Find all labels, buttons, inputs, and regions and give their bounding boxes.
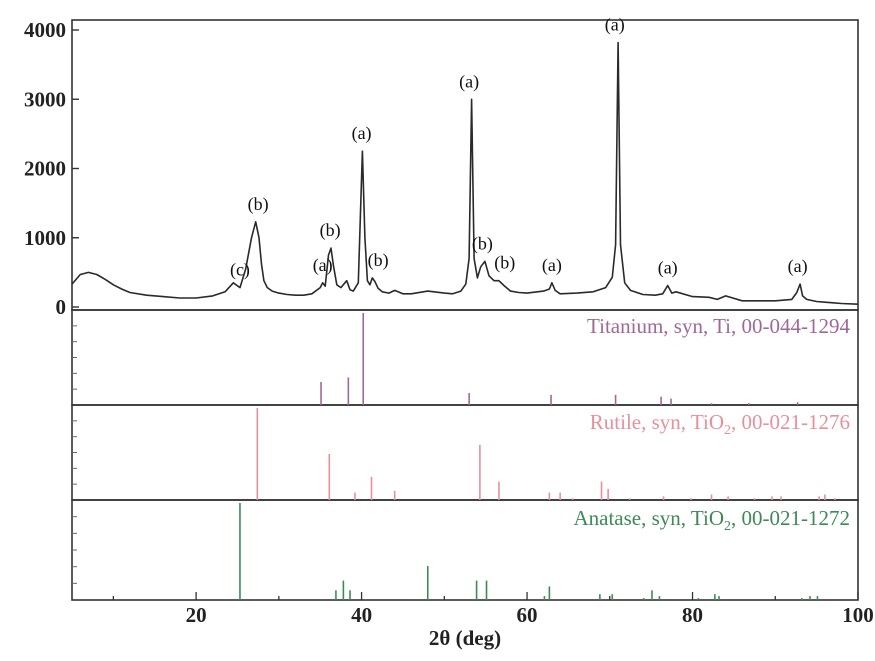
y-tick-label: 3000 (24, 87, 66, 111)
y-tick-label: 4000 (24, 18, 66, 42)
peak-label: (b) (248, 194, 269, 215)
peak-label: (c) (230, 260, 250, 281)
reference-minor-ticks (72, 325, 77, 584)
peak-label: (b) (472, 233, 493, 254)
x-tick-label: 80 (682, 603, 703, 627)
peak-label: (a) (788, 256, 808, 277)
ref-label-anatase-prefix: Anatase, syn, TiO (573, 506, 724, 530)
peak-label: (a) (658, 258, 678, 279)
peak-label: (a) (605, 14, 625, 35)
x-tick-label: 100 (842, 603, 874, 627)
x-tick-label: 60 (517, 603, 538, 627)
pattern-line (71, 41, 859, 305)
peak-label: (a) (459, 71, 479, 92)
ref-label-titanium: Titanium, syn, Ti, 00-044-1294 (587, 314, 850, 338)
y-axis: 0 1000 2000 3000 4000 (24, 18, 79, 319)
peak-label: (b) (494, 253, 515, 274)
x-axis: 20 40 60 80 100 (112, 592, 874, 627)
peak-label: (a) (542, 255, 562, 276)
main-pattern-panel (71, 19, 859, 311)
y-tick-label: 1000 (24, 226, 66, 250)
ref-label-rutile-sub: 2 (724, 423, 731, 438)
ref-label-anatase: Anatase, syn, TiO2, 00-021-1272 (573, 506, 850, 534)
x-tick-label: 40 (351, 603, 372, 627)
measured-pattern (71, 41, 859, 305)
x-axis-title: 2θ (deg) (429, 626, 501, 650)
ref-label-rutile-prefix: Rutile, syn, TiO (590, 410, 724, 434)
y-tick-label: 0 (56, 295, 67, 319)
peak-label: (b) (320, 220, 341, 241)
reference-sticks (239, 313, 836, 600)
ref-label-anatase-sub: 2 (724, 519, 731, 534)
peak-label: (b) (368, 250, 389, 271)
y-tick-label: 2000 (24, 157, 66, 181)
ref-label-rutile-suffix: , 00-021-1276 (731, 410, 850, 434)
ref-label-anatase-suffix: , 00-021-1272 (731, 506, 850, 530)
peak-labels: (c)(b)(a)(b)(a)(b)(a)(b)(b) (a)(a)(a) (a) (230, 14, 808, 280)
x-tick-label: 20 (186, 603, 207, 627)
peak-label: (a) (352, 123, 372, 144)
peak-label: (a) (313, 255, 333, 276)
ref-label-rutile: Rutile, syn, TiO2, 00-021-1276 (590, 410, 850, 438)
